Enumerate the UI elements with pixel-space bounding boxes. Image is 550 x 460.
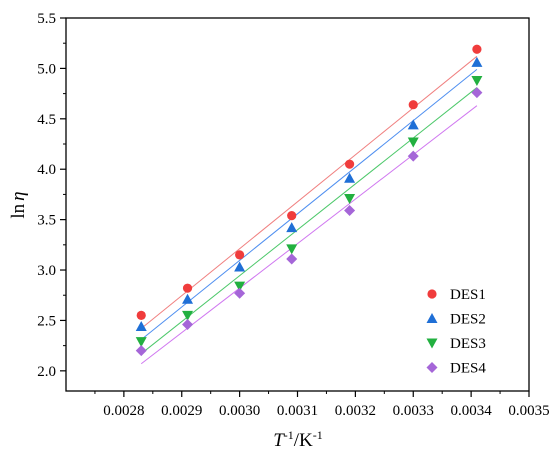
x-tick-label: 0.0030 [219, 403, 260, 419]
data-point-des1 [472, 44, 482, 54]
data-point-des1 [182, 283, 193, 293]
data-point-des3 [286, 244, 298, 255]
fit-line-des1 [140, 55, 478, 329]
y-tick-label: 5.0 [37, 61, 56, 77]
x-axis-ticks: 0.0028 0.0029 0.0030 0.0031 0.0032 0.0033 0.00… [94, 391, 550, 419]
x-tick-label: 0.0035 [508, 403, 549, 419]
fit-line-des3 [140, 87, 478, 355]
legend-marker-des2 [426, 313, 438, 323]
data-point-des3 [135, 337, 147, 348]
y-tick-label: 2.0 [37, 364, 56, 380]
legend-label-des4: DES4 [450, 361, 486, 377]
y-tick-label: 4.0 [37, 162, 56, 178]
data-point-des1 [344, 159, 355, 169]
data-point-des2 [344, 172, 356, 183]
data-point-des2 [407, 119, 419, 130]
data-point-des2 [234, 261, 246, 272]
fit-line-des4 [140, 105, 478, 365]
data-point-des3 [234, 281, 246, 292]
y-axis-title: lnη [8, 191, 29, 218]
data-point-des2 [471, 56, 483, 67]
data-markers [135, 44, 483, 357]
data-point-des2 [182, 293, 194, 304]
x-tick-label: 0.0031 [277, 403, 318, 419]
data-point-des2 [135, 320, 147, 331]
data-point-des1 [287, 210, 297, 221]
data-point-des4 [135, 345, 147, 357]
legend-label-des3: DES3 [450, 336, 486, 352]
x-tick-label: 0.0028 [103, 403, 144, 419]
legend-marker-des1 [427, 289, 437, 299]
data-point-des1 [136, 310, 146, 320]
data-point-des3 [182, 310, 194, 321]
legend-label-des2: DES2 [450, 312, 486, 328]
x-tick-label: 0.0032 [335, 403, 376, 419]
legend-label-des1: DES1 [450, 287, 486, 303]
y-tick-label: 3.5 [37, 213, 56, 229]
y-tick-label: 5.5 [37, 11, 56, 27]
x-tick-label: 0.0029 [161, 403, 202, 419]
data-point-des1 [235, 250, 245, 260]
data-point-des4 [407, 150, 419, 162]
data-point-des4 [234, 287, 246, 299]
fit-line-des2 [140, 69, 478, 340]
data-point-des4 [471, 87, 483, 99]
y-axis-ticks: 2.0 2.5 3.0 3.5 4.0 4.5 5.0 5.5 [37, 11, 66, 380]
data-point-des4 [286, 253, 298, 265]
data-point-des3 [407, 137, 419, 148]
legend: DES1 DES2 DES3 DES4 [426, 287, 486, 377]
y-tick-label: 3.0 [37, 263, 56, 279]
data-point-des1 [408, 100, 418, 110]
y-tick-label: 2.5 [37, 313, 56, 329]
x-axis-title: T-1/K-1 [273, 428, 323, 451]
legend-marker-des4 [426, 362, 438, 373]
data-point-des4 [344, 205, 356, 217]
x-tick-label: 0.0033 [393, 403, 434, 419]
y-tick-label: 4.5 [37, 112, 56, 128]
data-point-des4 [182, 318, 194, 330]
data-point-des3 [471, 76, 483, 87]
fit-lines [140, 55, 478, 365]
data-point-des3 [344, 193, 356, 204]
data-point-des2 [286, 222, 298, 233]
legend-marker-des3 [426, 338, 438, 349]
x-tick-label: 0.0034 [451, 403, 493, 419]
